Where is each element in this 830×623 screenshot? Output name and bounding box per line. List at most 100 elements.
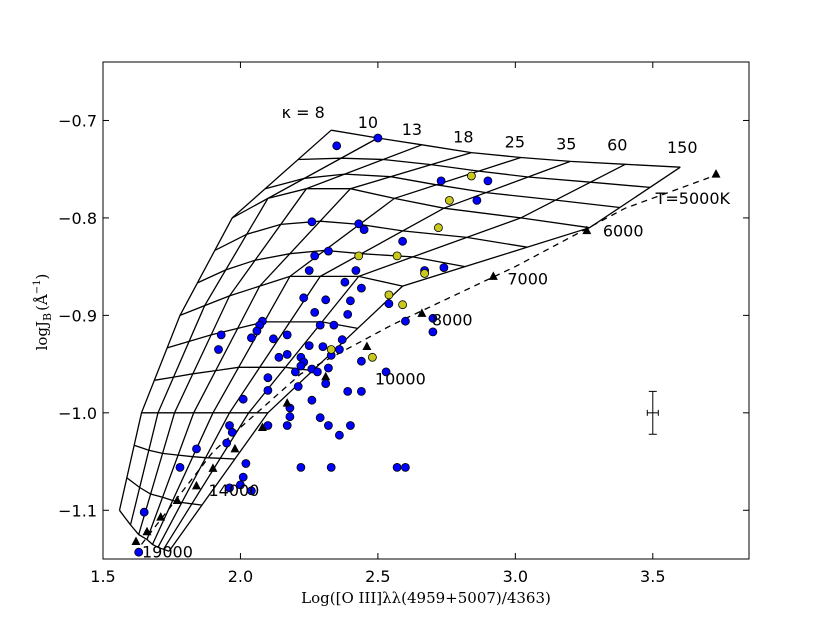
temperature-marker xyxy=(156,512,166,521)
error-bar xyxy=(646,390,659,435)
x-tick-label: 3.5 xyxy=(640,567,665,586)
blue-point xyxy=(290,367,300,377)
y-axis-label: logJB(Å−1) xyxy=(32,274,54,351)
blue-point xyxy=(304,341,314,351)
blue-point xyxy=(373,133,383,143)
blue-point xyxy=(323,246,333,256)
temperature-label: 10000 xyxy=(375,370,426,389)
kappa-line-13 xyxy=(138,144,423,535)
blue-point xyxy=(307,395,317,405)
blue-point xyxy=(354,219,364,229)
yellow-point xyxy=(354,251,364,261)
blue-point xyxy=(285,412,295,422)
blue-point xyxy=(222,438,232,448)
blue-point xyxy=(351,266,361,275)
x-tick-label: 1.5 xyxy=(90,567,115,586)
blue-point xyxy=(282,330,292,340)
yellow-point xyxy=(444,195,454,205)
temperature-marker xyxy=(711,169,721,178)
blue-point xyxy=(326,462,336,472)
blue-point xyxy=(304,266,314,275)
temperature-marker xyxy=(191,480,201,490)
blue-point xyxy=(439,263,449,273)
yellow-point xyxy=(326,345,336,354)
blue-point xyxy=(263,385,273,395)
blue-point xyxy=(175,462,185,472)
blue-point xyxy=(345,296,355,306)
y-tick-label: −0.7 xyxy=(58,111,97,130)
temperature-grid-line xyxy=(231,188,590,229)
blue-point xyxy=(310,251,320,261)
x-axis-label: Log([O III]λλ(4959+5007)/4363) xyxy=(301,589,551,607)
temperature-label: 7000 xyxy=(507,269,548,288)
blue-point xyxy=(246,486,256,496)
blue-point xyxy=(296,462,306,472)
temperature-marker xyxy=(142,526,152,536)
yellow-point xyxy=(384,290,394,300)
blue-point xyxy=(274,352,284,362)
temperature-marker xyxy=(172,495,182,505)
y-axis-ticks: −0.7 −0.8 −0.9 −1.0 −1.1 xyxy=(58,111,749,520)
temperature-grid-line xyxy=(126,477,203,506)
temperature-grid-line xyxy=(265,173,620,209)
temperature-label: 19000 xyxy=(142,542,193,561)
blue-point xyxy=(246,333,256,343)
x-tick-label: 2.0 xyxy=(228,567,253,586)
y-tick-label: −0.9 xyxy=(58,306,97,325)
blue-point xyxy=(356,283,366,293)
y-tick-label: −0.8 xyxy=(58,209,97,228)
temperature-grid-line xyxy=(133,444,235,460)
x-tick-label: 3.0 xyxy=(503,567,528,586)
temperature-grid-line xyxy=(197,249,466,284)
blue-point xyxy=(310,307,320,317)
blue-point xyxy=(472,195,482,205)
temperature-marker xyxy=(488,271,498,280)
temperature-grid-line xyxy=(331,129,681,168)
blue-point xyxy=(359,225,369,235)
temperature-label: 8000 xyxy=(432,310,473,329)
temperature-marker xyxy=(131,536,141,545)
blue-point xyxy=(216,330,226,340)
blue-point xyxy=(483,176,493,186)
blue-point xyxy=(323,363,333,373)
blue-point xyxy=(134,547,144,557)
temperature-marker xyxy=(321,371,331,381)
blue-point xyxy=(293,382,303,391)
kappa-label-10: 10 xyxy=(358,113,378,132)
kappa-line-8 xyxy=(118,129,332,511)
blue-point xyxy=(332,141,342,151)
temperature-marker xyxy=(257,422,267,431)
blue-point xyxy=(345,421,355,430)
kappa-label-60: 60 xyxy=(607,135,627,154)
blue-point xyxy=(343,386,353,396)
temperature-labels: T=5000K 6000 7000 8000 10000 14000 19000 xyxy=(142,189,731,561)
blue-point xyxy=(398,236,408,246)
blue-point xyxy=(323,421,333,430)
blue-point xyxy=(238,472,248,482)
blue-point xyxy=(384,299,394,309)
yellow-point xyxy=(367,352,377,362)
blue-point xyxy=(282,421,292,430)
scatter-points xyxy=(134,133,493,557)
temperature-marker xyxy=(282,398,292,407)
temperature-label: 6000 xyxy=(603,222,644,241)
blue-point xyxy=(337,335,347,345)
temperature-grid-line xyxy=(298,157,651,189)
y-tick-label: −1.0 xyxy=(58,404,97,423)
blue-point xyxy=(139,507,149,517)
temperature-grid-line xyxy=(166,321,358,349)
blue-point xyxy=(268,334,278,344)
temperature-label: T=5000K xyxy=(655,189,731,208)
plot-clip-group xyxy=(118,129,721,557)
yellow-point xyxy=(466,171,476,181)
blue-point xyxy=(315,320,325,330)
temperature-marker xyxy=(208,463,218,472)
blue-point xyxy=(343,309,353,319)
model-grid xyxy=(118,129,681,552)
yellow-point xyxy=(433,223,443,233)
temperature-markers xyxy=(131,169,721,545)
blue-point xyxy=(321,295,331,305)
blue-point xyxy=(227,427,237,437)
blue-point xyxy=(381,367,391,377)
